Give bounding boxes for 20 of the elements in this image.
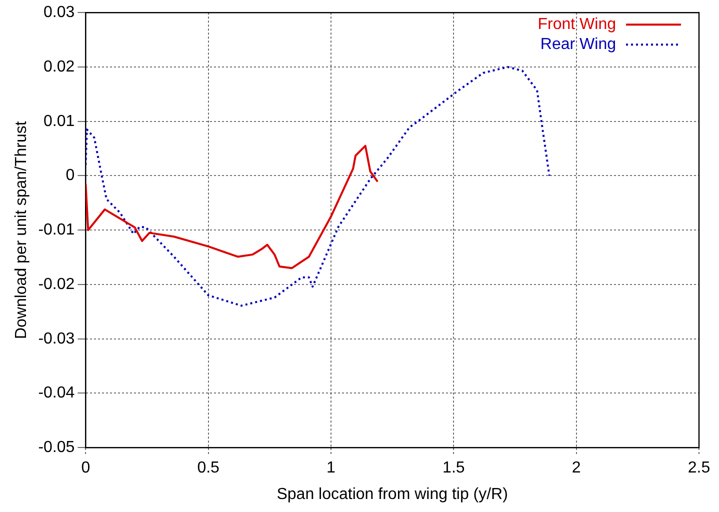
x-tick-label: 2 (572, 460, 581, 477)
y-tick-label: -0.04 (38, 384, 75, 402)
y-tick-label: -0.02 (38, 276, 75, 293)
x-axis-title: Span location from wing tip (y/R) (276, 486, 508, 503)
legend-label: Rear Wing (540, 36, 616, 54)
y-tick-label: -0.03 (38, 330, 75, 348)
y-tick-label: 0.03 (44, 4, 75, 22)
line-series (86, 66, 550, 307)
y-tick-label: 0 (66, 167, 75, 184)
x-tick-label: 1.5 (442, 460, 465, 477)
y-tick-label: 0.02 (44, 58, 75, 76)
y-axis-title: Download per unit span/Thrust (13, 120, 30, 340)
x-tick-label: 2.5 (688, 460, 710, 477)
y-tick-label: -0.01 (38, 222, 75, 239)
legend-label: Front Wing (538, 16, 616, 34)
x-tick-label: 0 (81, 460, 90, 477)
x-tick-label: 0.5 (197, 460, 220, 477)
y-tick-label: 0.01 (44, 112, 75, 130)
y-tick-label: -0.05 (38, 439, 75, 456)
x-tick-label: 1 (326, 460, 336, 477)
